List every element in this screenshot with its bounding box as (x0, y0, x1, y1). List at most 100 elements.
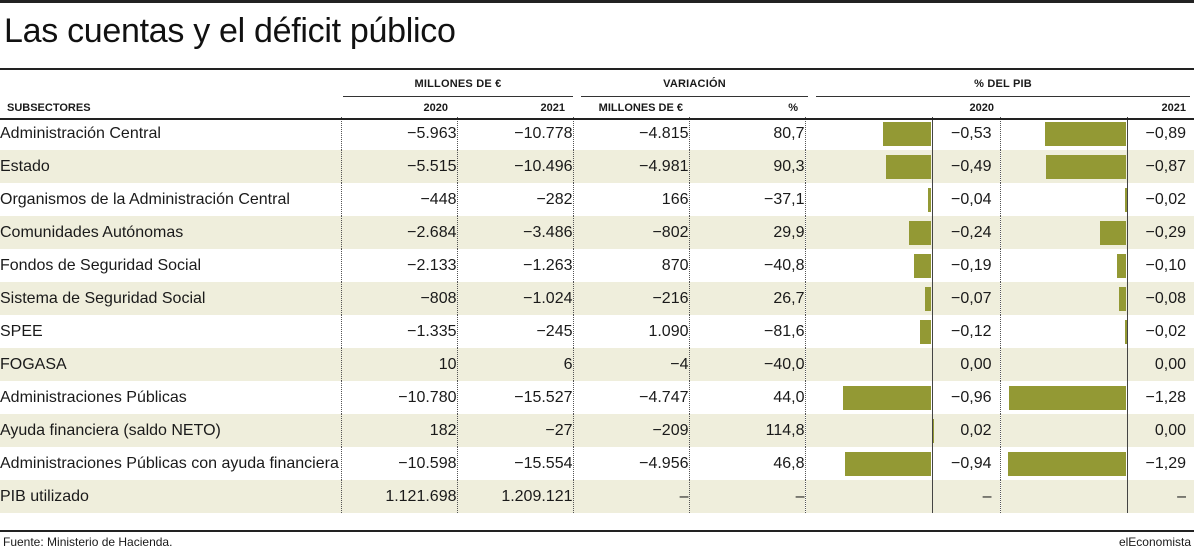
cell-var-millones: −4.815 (572, 117, 689, 150)
cell-var-millones: −4.956 (572, 447, 689, 480)
pib-bar-area: −0,94 (806, 447, 1000, 480)
cell-2020: −448 (340, 183, 457, 216)
group-underline-pib (816, 96, 1190, 97)
cell-var-millones: −4.747 (572, 381, 689, 414)
pib-zero-axis (931, 447, 933, 480)
cell-pib-2020: −0,53 (804, 117, 1000, 150)
cell-2020: −808 (340, 282, 457, 315)
pib-zero-axis (1126, 414, 1128, 447)
cell-pib-2021: −1,29 (999, 447, 1194, 480)
source-note: Fuente: Ministerio de Hacienda. (3, 535, 173, 549)
pib-2021-bar (1007, 452, 1127, 476)
cell-pib-2020: −0,49 (804, 150, 1000, 183)
col-header-var-pct: % (788, 102, 798, 114)
cell-pib-2021: −0,29 (999, 216, 1194, 249)
cell-pib-2020: −0,94 (804, 447, 1000, 480)
group-header-millones: MILLONES DE € (414, 78, 502, 90)
pib-2020-label: −0,07 (951, 290, 992, 307)
cell-2021: −10.778 (456, 117, 573, 150)
table-row: Administración Central −5.963 −10.778 −4.81… (0, 117, 1194, 150)
pib-2020-label: −0,19 (951, 257, 992, 274)
cell-pib-2020: −0,04 (804, 183, 1000, 216)
pib-2020-label: −0,94 (951, 455, 992, 472)
cell-var-pct: 44,0 (688, 381, 805, 414)
pib-2021-label: −0,89 (1145, 125, 1186, 142)
cell-2020: −10.598 (340, 447, 457, 480)
column-header-rule (0, 118, 1194, 120)
row-label: Organismos de la Administración Central (0, 183, 341, 216)
cell-pib-2021: −0,87 (999, 150, 1194, 183)
pib-zero-axis (931, 381, 933, 414)
cell-var-millones: 1.090 (572, 315, 689, 348)
pib-2020-bar (909, 221, 932, 245)
row-label: SPEE (0, 315, 341, 348)
pib-bar-area: −1,29 (1001, 447, 1194, 480)
cell-2020: −10.780 (340, 381, 457, 414)
pib-zero-axis (1126, 249, 1128, 282)
pib-2020-bar (843, 386, 932, 410)
pib-bar-area: −0,08 (1001, 282, 1194, 315)
table-row: Organismos de la Administración Central −… (0, 183, 1194, 216)
pib-2020-bar (931, 419, 934, 443)
pib-bar-area: −0,87 (1001, 150, 1194, 183)
group-header-variacion: VARIACIÓN (663, 78, 726, 90)
pib-bar-area: 0,00 (806, 348, 1000, 381)
col-header-var-millones: MILLONES DE € (598, 102, 683, 114)
cell-var-pct: – (688, 480, 805, 513)
cell-pib-2020: −0,12 (804, 315, 1000, 348)
cell-var-pct: −40,0 (688, 348, 805, 381)
cell-2020: −2.684 (340, 216, 457, 249)
table-row: Administraciones Públicas con ayuda fina… (0, 447, 1194, 480)
cell-var-millones: 870 (572, 249, 689, 282)
cell-pib-2020: 0,00 (804, 348, 1000, 381)
pib-bar-area: −0,10 (1001, 249, 1194, 282)
pib-bar-area: −0,07 (806, 282, 1000, 315)
row-label: PIB utilizado (0, 480, 341, 513)
cell-pib-2021: −1,28 (999, 381, 1194, 414)
pib-2020-label: −0,24 (951, 224, 992, 241)
pib-2020-bar (925, 287, 932, 311)
pib-bar-area: −0,24 (806, 216, 1000, 249)
pib-2021-label: −0,02 (1145, 323, 1186, 340)
pib-bar-area: −0,53 (806, 117, 1000, 150)
pib-2020-bar (914, 254, 932, 278)
pib-zero-axis (1126, 150, 1128, 183)
group-underline-millones (343, 96, 573, 97)
pib-zero-axis (1126, 117, 1128, 150)
pib-bar-area: −0,04 (806, 183, 1000, 216)
cell-pib-2020: −0,24 (804, 216, 1000, 249)
cell-var-millones: −209 (572, 414, 689, 447)
table-row: SPEE −1.335 −245 1.090 −81,6 −0,12 −0,02 (0, 315, 1194, 348)
row-label: Comunidades Autónomas (0, 216, 341, 249)
pib-bar-area: −1,28 (1001, 381, 1194, 414)
table-row: PIB utilizado 1.121.698 1.209.121– – – – (0, 480, 1194, 513)
cell-2021: −1.024 (456, 282, 573, 315)
brand-logo-text: elEconomista (1118, 535, 1191, 549)
pib-2020-bar (886, 155, 932, 179)
row-label: Administraciones Públicas con ayuda fina… (0, 447, 341, 480)
cell-var-pct: 114,8 (688, 414, 805, 447)
pib-2021-label: −0,10 (1145, 257, 1186, 274)
pib-zero-axis (931, 315, 933, 348)
pib-zero-axis (931, 117, 933, 150)
pib-zero-axis (1126, 480, 1128, 513)
pib-bar-area: −0,19 (806, 249, 1000, 282)
pib-2020-label: −0,49 (951, 158, 992, 175)
pib-2021-bar (1119, 287, 1127, 311)
pib-2021-bar (1124, 320, 1127, 344)
pib-bar-area: −0,29 (1001, 216, 1194, 249)
pib-bar-area: −0,12 (806, 315, 1000, 348)
pib-2020-label: −0,04 (951, 191, 992, 208)
cell-2020: 1.121.698 (340, 480, 457, 513)
cell-2021: −282 (456, 183, 573, 216)
cell-var-millones: −4.981 (572, 150, 689, 183)
cell-2021: 1.209.121 (456, 480, 573, 513)
cell-2021: −15.527 (456, 381, 573, 414)
row-label: Sistema de Seguridad Social (0, 282, 341, 315)
cell-pib-2020: −0,96 (804, 381, 1000, 414)
col-header-subsectores: SUBSECTORES (7, 102, 91, 114)
cell-2021: 6 (456, 348, 573, 381)
col-header-pib-2021: 2021 (1161, 102, 1186, 114)
cell-var-millones: – (572, 480, 689, 513)
cell-pib-2020: 0,02 (804, 414, 1000, 447)
